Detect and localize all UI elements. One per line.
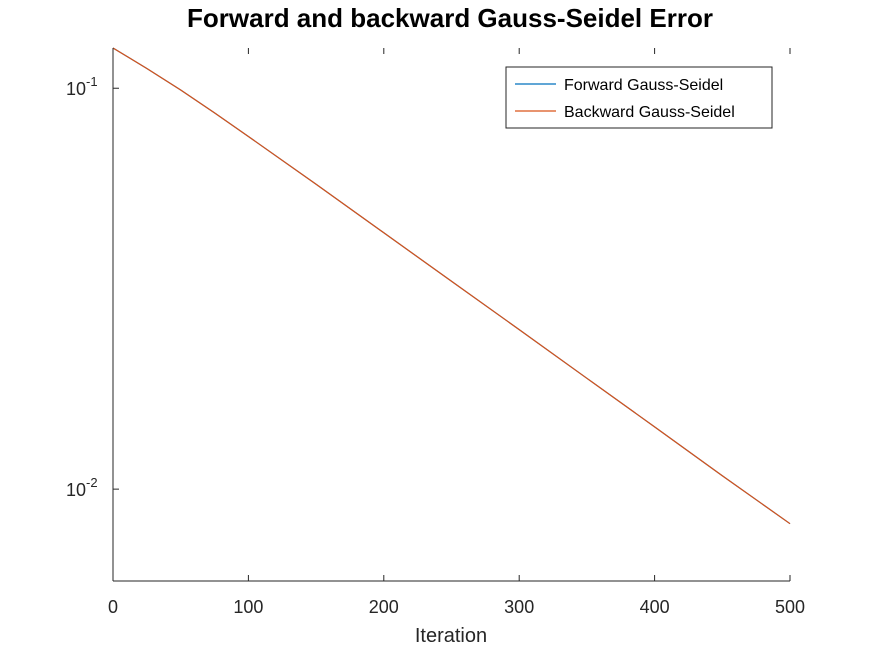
- y-tick-label: 10-1: [66, 74, 98, 99]
- y-ticks: 10-1 10-2: [66, 74, 119, 500]
- plot-area: [113, 48, 790, 581]
- x-tick-label: 0: [108, 597, 118, 617]
- legend: Forward Gauss-Seidel Backward Gauss-Seide…: [505, 66, 773, 129]
- x-tick-label: 300: [504, 597, 534, 617]
- x-axis-label: Iteration: [415, 625, 487, 647]
- legend-box: [505, 66, 773, 129]
- x-tick-label: 400: [640, 597, 670, 617]
- chart-title: Forward and backward Gauss-Seidel Error: [187, 3, 713, 33]
- x-tick-label: 500: [775, 597, 805, 617]
- x-ticks: 0 100 200 300 400 500: [108, 48, 805, 617]
- x-tick-label: 200: [369, 597, 399, 617]
- x-tick-label: 100: [233, 597, 263, 617]
- series-line-backward: [112, 47, 791, 525]
- series-layer: [112, 47, 791, 525]
- legend-label-backward: Backward Gauss-Seidel: [564, 104, 735, 121]
- legend-label-forward: Forward Gauss-Seidel: [564, 77, 723, 94]
- y-tick-label: 10-2: [66, 475, 98, 500]
